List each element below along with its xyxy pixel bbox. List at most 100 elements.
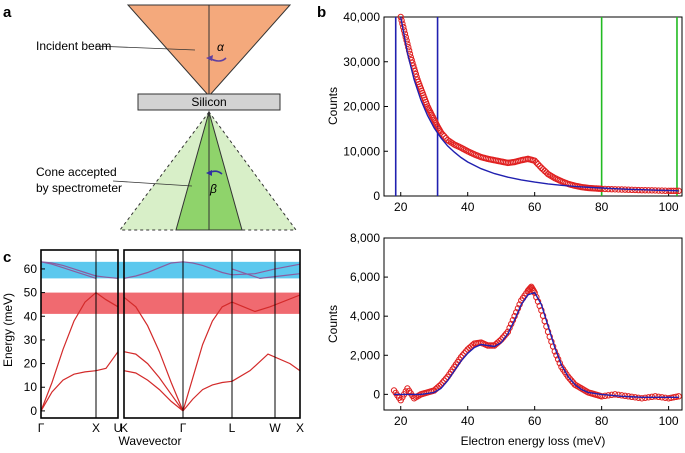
dispersion-branch (231, 294, 301, 313)
c-ylabel: Energy (meV) (1, 293, 15, 367)
beta-label: β (209, 182, 217, 196)
fit-line (400, 16, 679, 192)
y-tick-label: 10 (24, 380, 38, 394)
x-tick-label: 80 (595, 414, 609, 428)
x-tick-label: 20 (394, 200, 408, 214)
y-tick-label: 30,000 (343, 55, 380, 69)
y-tick-label: 50 (24, 286, 38, 300)
acoustic-band (41, 292, 300, 314)
cone-label-line2: by spectrometer (36, 181, 122, 195)
y-tick-label: 6,000 (350, 270, 380, 284)
b-bottom-xlabel: Electron energy loss (meV) (461, 434, 606, 448)
data-point (638, 395, 646, 402)
dispersion-branch (95, 292, 119, 308)
data-point (566, 375, 574, 382)
c-xlabel: Wavevector (119, 434, 182, 448)
data-point (611, 391, 619, 398)
dispersion-branch (40, 292, 97, 412)
data-point (618, 392, 625, 399)
dispersion-branch (231, 353, 301, 382)
y-tick-label: 30 (24, 333, 38, 347)
c-frame-left (40, 249, 119, 419)
data-point (615, 391, 622, 399)
dispersion-branch (182, 380, 233, 412)
dispersion-branch (40, 261, 97, 279)
y-tick-label: 4,000 (350, 309, 380, 323)
data-point (534, 161, 542, 168)
symmetry-point-label: Γ (180, 421, 187, 435)
dispersion-branch (182, 301, 233, 412)
chart-b-bottom: Counts Electron energy loss (meV) 0 2,000… (326, 231, 683, 448)
y-tick-label: 0 (373, 189, 380, 203)
data-point (439, 131, 446, 138)
optical-band (41, 261, 300, 279)
data-point (531, 157, 538, 164)
data-point (675, 393, 682, 400)
dispersion-branch (123, 370, 184, 412)
symmetry-point-label: Γ (38, 421, 45, 435)
data-point (601, 392, 609, 400)
silicon-sample (137, 93, 281, 111)
alpha-arrowhead (206, 55, 213, 61)
x-tick-label: 80 (595, 200, 609, 214)
x-tick-label: 20 (394, 414, 408, 428)
dispersion-branch (182, 261, 233, 276)
x-tick-label: 100 (659, 200, 679, 214)
b-bottom-frame (383, 237, 683, 411)
beta-arrowhead (206, 170, 212, 176)
x-tick-label: 60 (528, 200, 542, 214)
panel-label-a: a (3, 4, 12, 21)
dispersion-branch (123, 261, 184, 279)
y-tick-label: 40,000 (343, 10, 380, 24)
symmetry-point-label: W (269, 421, 281, 435)
fit-line (394, 291, 679, 398)
symmetry-point-label: K (120, 421, 128, 435)
dispersion-branch (123, 296, 184, 412)
dispersion-branch (123, 351, 184, 412)
dispersion-branch (95, 275, 119, 279)
incident-beam-leader (94, 45, 196, 51)
dispersion-branch (40, 370, 97, 412)
y-tick-label: 0 (30, 404, 37, 418)
b-top-ylabel: Counts (326, 87, 340, 125)
dispersion-branch (95, 351, 119, 372)
data-point (533, 159, 540, 166)
chart-b-top: Counts 0 10,000 20,000 30,000 40,000 20 40 60 8… (326, 10, 683, 214)
dispersion-branch (40, 261, 97, 277)
panel-label-c: c (3, 249, 11, 266)
symmetry-point-label: L (229, 421, 236, 435)
symmetry-point-label: U (114, 421, 123, 435)
y-tick-label: 2,000 (350, 348, 380, 362)
data-point (405, 44, 412, 51)
chart-c-dispersion: Energy (meV) Wavevector 0 10 20 30 40 50 60 Γ X… (1, 249, 304, 448)
c-frame-right (123, 249, 301, 419)
incident-beam-label: Incident beam (36, 39, 111, 53)
silicon-label: Silicon (191, 95, 226, 109)
symmetry-point-label: X (296, 421, 304, 435)
data-point (437, 129, 445, 136)
data-point (652, 393, 659, 400)
panel-label-b: b (317, 4, 326, 21)
x-tick-label: 100 (659, 414, 679, 428)
symmetry-point-label: X (92, 421, 100, 435)
y-tick-label: 40 (24, 309, 38, 323)
data-point (564, 373, 572, 380)
x-tick-label: 40 (461, 414, 475, 428)
y-tick-label: 20,000 (343, 100, 380, 114)
data-point (598, 393, 605, 400)
y-tick-label: 10,000 (343, 144, 380, 158)
data-point (449, 140, 456, 147)
data-point (441, 133, 448, 140)
data-point (568, 377, 575, 384)
dispersion-branch (231, 268, 301, 280)
data-point (402, 33, 409, 41)
cone-leader (112, 180, 193, 187)
b-bottom-ylabel: Counts (326, 305, 340, 343)
y-tick-label: 20 (24, 357, 38, 371)
y-tick-label: 8,000 (350, 231, 380, 245)
x-tick-label: 40 (461, 200, 475, 214)
x-tick-label: 60 (528, 414, 542, 428)
dispersion-branch (231, 263, 301, 276)
y-tick-label: 60 (24, 262, 38, 276)
